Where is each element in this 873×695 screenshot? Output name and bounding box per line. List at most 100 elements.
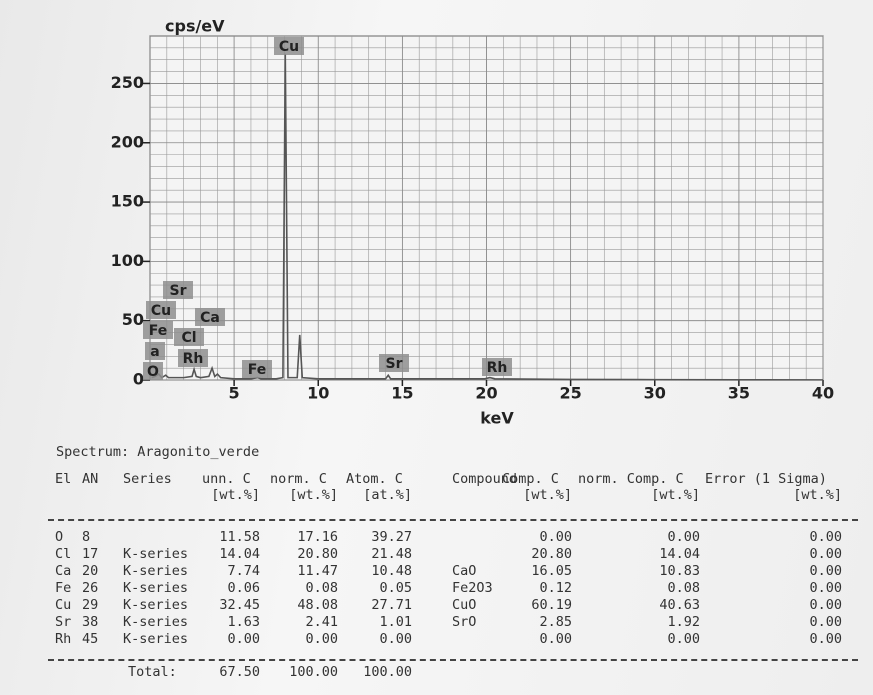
- table-cell: 39.27: [371, 529, 412, 545]
- peak-label-box: [178, 349, 208, 367]
- column-header: AN: [82, 471, 99, 487]
- peak-label-box: [145, 342, 165, 360]
- peak-label: Rh: [487, 360, 508, 376]
- table-cell: 0.00: [539, 631, 572, 647]
- column-header: Error (1 Sigma): [705, 471, 827, 487]
- table-cell: K-series: [123, 597, 189, 613]
- peak-label: Rh: [183, 351, 204, 367]
- table-cell: 20: [82, 563, 99, 579]
- peak-label-box: [174, 328, 204, 346]
- column-header: Comp. C: [502, 471, 559, 487]
- table-cell: Cl: [55, 546, 72, 562]
- table-cell: 0.00: [379, 631, 412, 647]
- x-tick-label: 35: [728, 384, 750, 403]
- y-axis-label: cps/eV: [165, 17, 225, 36]
- table-cell: Fe: [55, 580, 72, 596]
- table-cell: 27.71: [371, 597, 412, 613]
- column-header: El: [55, 471, 72, 487]
- table-cell: 1.63: [227, 614, 260, 630]
- table-cell: 29: [82, 597, 99, 613]
- peak-label: Fe: [149, 323, 168, 339]
- peak-label: Cu: [151, 303, 171, 319]
- table-cell: 11.58: [219, 529, 260, 545]
- table-cell: 60.19: [531, 597, 572, 613]
- x-tick-label: 30: [644, 384, 666, 403]
- peak-label-box: [482, 358, 512, 376]
- separator: [48, 659, 858, 661]
- table-cell: 1.92: [667, 614, 700, 630]
- table-cell: 0.08: [667, 580, 700, 596]
- total-value: 100.00: [289, 664, 338, 680]
- peak-label: a: [150, 344, 159, 360]
- table-cell: 45: [82, 631, 99, 647]
- table-cell: SrO: [452, 614, 477, 630]
- x-tick-label: 5: [229, 384, 240, 403]
- peak-label-box: [143, 362, 163, 380]
- table-cell: 14.04: [219, 546, 260, 562]
- table-cell: 0.00: [809, 597, 842, 613]
- table-cell: 1.01: [379, 614, 412, 630]
- peak-label: Cu: [279, 39, 299, 55]
- table-cell: 10.48: [371, 563, 412, 579]
- table-cell: 14.04: [659, 546, 700, 562]
- table-cell: 0.00: [227, 631, 260, 647]
- table-cell: 10.83: [659, 563, 700, 579]
- y-tick-label: 50: [122, 310, 144, 329]
- y-tick-label: 0: [133, 370, 144, 389]
- table-cell: 0.08: [305, 580, 338, 596]
- table-cell: 0.00: [809, 546, 842, 562]
- table-cell: 0.06: [227, 580, 260, 596]
- table-cell: 0.05: [379, 580, 412, 596]
- peak-label-box: [242, 360, 272, 378]
- table-cell: 0.00: [809, 529, 842, 545]
- table-cell: 0.00: [809, 614, 842, 630]
- table-cell: 17.16: [297, 529, 338, 545]
- chart: cps/eV keV 0 50 100 150 200 250 5 10 15 20 25 30 35 4…: [111, 17, 835, 428]
- column-unit: [at.%]: [363, 487, 412, 503]
- table-cell: 0.00: [667, 631, 700, 647]
- table-cell: 0.00: [809, 563, 842, 579]
- peak-label-box: [163, 281, 193, 299]
- separator: [48, 519, 858, 521]
- table-cell: 2.85: [539, 614, 572, 630]
- peak-label: Ca: [200, 310, 220, 326]
- y-tick-label: 100: [111, 251, 144, 270]
- table-cell: 20.80: [297, 546, 338, 562]
- table-cell: 7.74: [227, 563, 260, 579]
- column-header: norm. C: [270, 471, 327, 487]
- table-cell: K-series: [123, 614, 189, 630]
- spectrum-name: Spectrum: Aragonito_verde: [56, 444, 260, 460]
- column-header: unn. C: [202, 471, 251, 487]
- column-header: Atom. C: [346, 471, 403, 487]
- peak-label: O: [147, 364, 159, 380]
- peak-label-box: [195, 308, 225, 326]
- y-tick-label: 250: [111, 73, 144, 92]
- table-cell: 0.00: [809, 580, 842, 596]
- peak-label-box: [274, 37, 304, 55]
- table-cell: 26: [82, 580, 99, 596]
- table-cell: K-series: [123, 580, 189, 596]
- x-tick-label: 20: [475, 384, 497, 403]
- table-cell: 0.00: [305, 631, 338, 647]
- column-header: norm. Comp. C: [578, 471, 684, 487]
- table-cell: 17: [82, 546, 99, 562]
- column-header: Compound: [452, 471, 518, 487]
- table-cell: Fe2O3: [452, 580, 493, 596]
- table-cell: Rh: [55, 631, 72, 647]
- table-cell: 8: [82, 529, 91, 545]
- table-cell: 40.63: [659, 597, 700, 613]
- table-cell: K-series: [123, 631, 189, 647]
- peak-label-box: [143, 321, 173, 339]
- peak-label-box: [146, 301, 176, 319]
- x-tick-label: 25: [559, 384, 581, 403]
- column-unit: [wt.%]: [211, 487, 260, 503]
- table-cell: 16.05: [531, 563, 572, 579]
- y-tick-label: 150: [111, 192, 144, 211]
- column-unit: [wt.%]: [289, 487, 338, 503]
- spectrum-line: [151, 53, 824, 381]
- total-label: Total:: [128, 664, 177, 680]
- y-tick-label: 200: [111, 132, 144, 151]
- total-value: 67.50: [219, 664, 260, 680]
- x-tick-label: 15: [391, 384, 413, 403]
- table-cell: Sr: [55, 614, 72, 630]
